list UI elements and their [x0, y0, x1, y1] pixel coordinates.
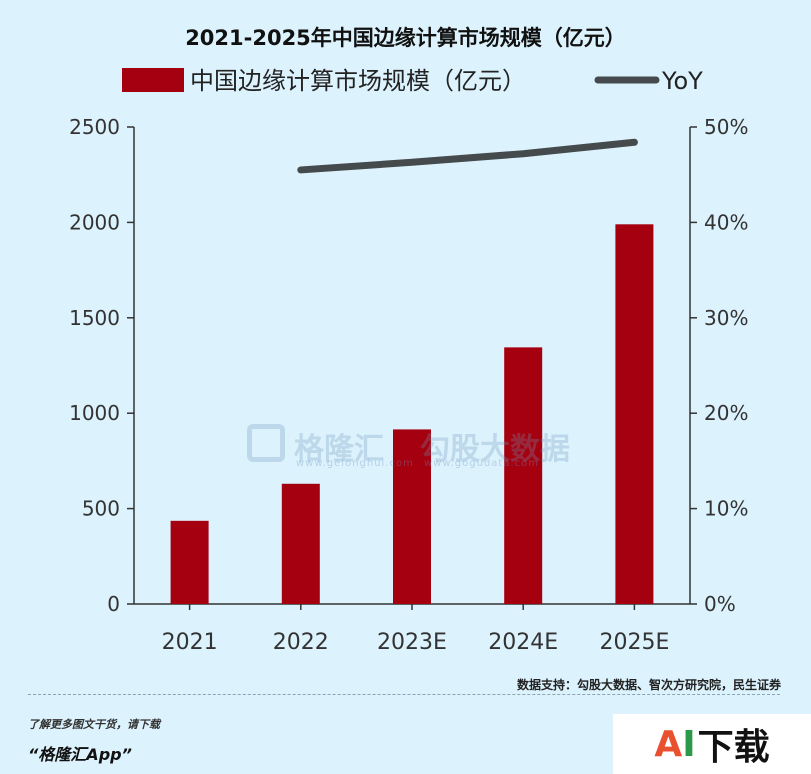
ai-download-button[interactable]: A I 下载 [613, 714, 811, 774]
y-tick-label: 500 [82, 497, 120, 521]
download-label: 下载 [697, 727, 770, 768]
download-i-letter: I [682, 723, 696, 765]
bar [615, 224, 654, 605]
x-tick-label: 2024E [488, 630, 558, 655]
x-tick-label: 2023E [377, 630, 447, 655]
download-a-letter: A [654, 723, 683, 765]
yoy-series-line [297, 138, 638, 174]
y-tick-label: 1500 [69, 306, 120, 330]
x-tick-label: 2022 [273, 630, 329, 655]
x-tick-label: 2021 [162, 630, 218, 655]
legend-bar-swatch [122, 68, 184, 92]
x-tick-label: 2025E [599, 630, 669, 655]
legend: 中国边缘计算市场规模（亿元） YoY [122, 67, 703, 95]
divider [28, 694, 780, 695]
data-source: 数据支持：勾股大数据、智次方研究院，民生证券 [516, 678, 781, 692]
y2-tick-label: 40% [704, 210, 748, 234]
yoy-line [297, 138, 638, 174]
watermark-logo-icon [247, 424, 285, 462]
chart-title: 2021-2025年中国边缘计算市场规模（亿元） [185, 26, 626, 50]
bar [393, 429, 431, 604]
y-tick-label: 2500 [69, 115, 120, 139]
x-tick-labels: 2021 2022 2023E 2024E 2025E [162, 630, 670, 655]
watermark-brand2-url: www.gogudata.com [424, 458, 540, 469]
axes: 0 500 1000 1500 2000 2500 0% 10% 20% 30% 40% 50% [69, 115, 748, 616]
legend-bar-label: 中国边缘计算市场规模（亿元） [190, 67, 526, 95]
bars [170, 224, 654, 605]
watermark-brand1-url: www.gelonghui.com [296, 458, 414, 469]
chart: 中国边缘计算市场规模（亿元） YoY 0 500 1000 1500 2000 2500 0%… [69, 67, 748, 655]
y2-tick-label: 30% [704, 306, 748, 330]
y2-tick-label: 20% [704, 401, 748, 425]
watermark-brand2: 勾股大数据 [420, 432, 570, 467]
y-tick-label: 2000 [69, 210, 120, 234]
y-tick-label: 1000 [69, 401, 120, 425]
bar [281, 483, 320, 604]
promo-line-2: “格隆汇App” [28, 745, 132, 764]
bar [504, 347, 543, 604]
promo-line-1: 了解更多图文干货，请下载 [28, 718, 160, 731]
watermark-brand1: 格隆汇 [294, 432, 384, 467]
y-tick-label: 0 [107, 592, 120, 616]
y2-tick-label: 0% [704, 592, 736, 616]
y2-tick-label: 10% [704, 497, 748, 521]
legend-line-label: YoY [661, 67, 703, 95]
y2-tick-label: 50% [704, 115, 748, 139]
bar [170, 520, 209, 604]
